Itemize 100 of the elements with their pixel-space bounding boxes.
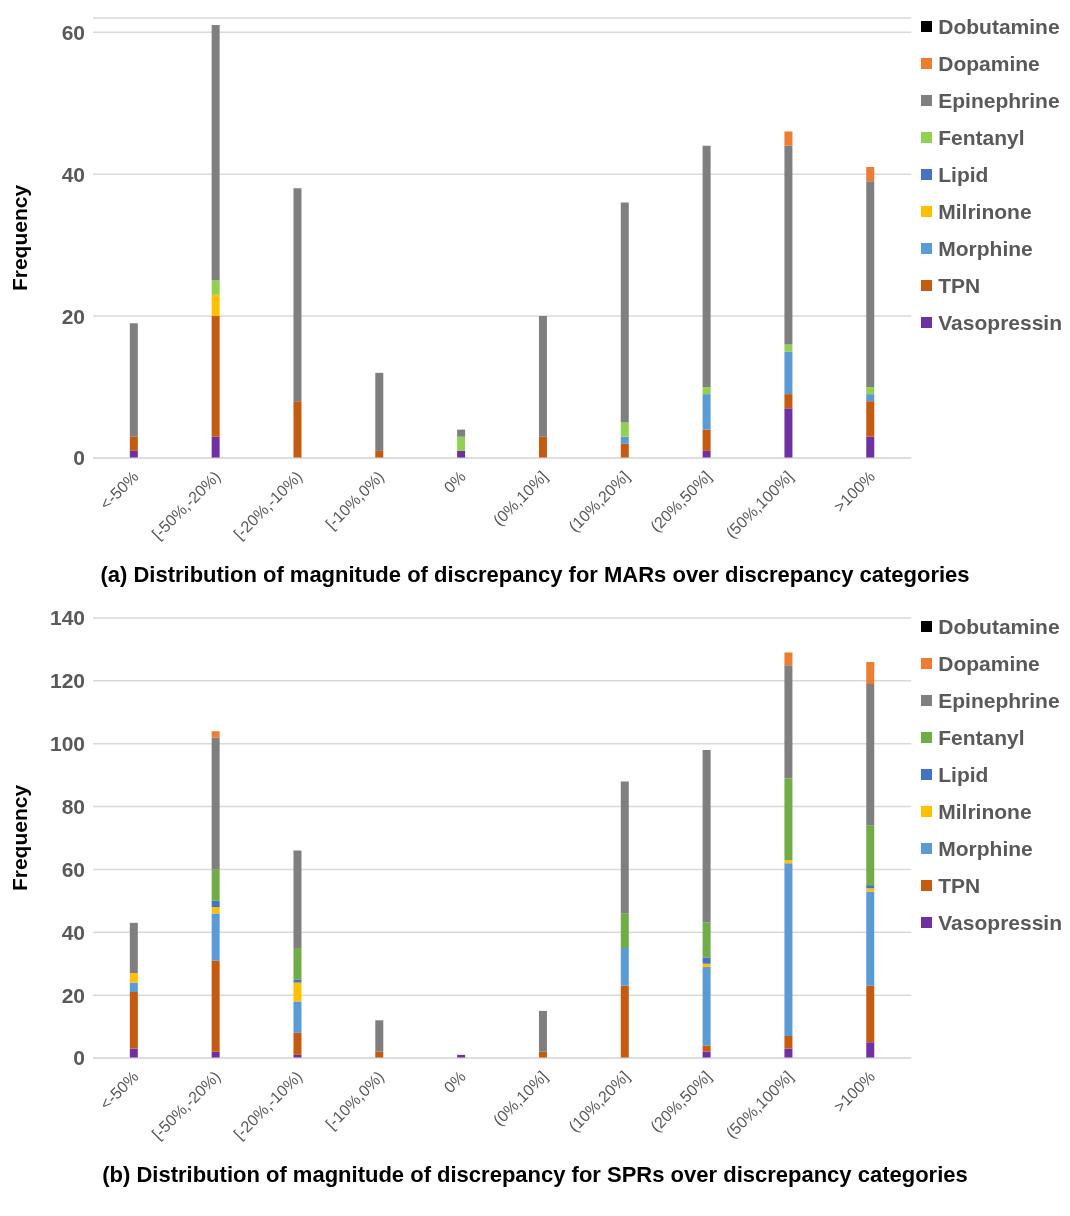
bar — [293, 850, 302, 948]
bar — [784, 1036, 793, 1049]
bar — [866, 891, 875, 986]
bar — [293, 948, 302, 980]
bar — [620, 443, 629, 458]
bar — [784, 131, 793, 146]
bar — [457, 429, 466, 437]
bar — [129, 982, 138, 992]
bar — [538, 316, 547, 437]
legend-label: Lipid — [938, 762, 989, 787]
legend-label: Vasopressin — [938, 310, 1062, 335]
bar — [293, 401, 302, 458]
bar — [702, 750, 711, 923]
bar — [866, 387, 875, 395]
bar — [620, 985, 629, 1058]
y-tick-label: 60 — [61, 857, 85, 881]
bar — [129, 973, 138, 983]
legend-label: Milrinone — [938, 799, 1032, 824]
legend-label: Lipid — [938, 162, 989, 187]
bar — [538, 1010, 547, 1052]
bar — [866, 181, 875, 388]
bar — [784, 394, 793, 409]
bar — [211, 436, 220, 458]
legend-label: TPN — [938, 873, 981, 898]
legend-label: Epinephrine — [938, 88, 1060, 113]
bar — [620, 913, 629, 948]
bar — [620, 436, 629, 444]
bar — [866, 1042, 875, 1058]
bar — [620, 948, 629, 986]
y-tick-label: 20 — [61, 983, 85, 1007]
bar — [702, 429, 711, 451]
bar — [866, 985, 875, 1043]
y-tick-label: 0 — [73, 446, 85, 470]
bar — [784, 351, 793, 395]
bar — [784, 860, 793, 864]
bar — [211, 900, 220, 908]
bar — [620, 781, 629, 914]
bar — [375, 1020, 384, 1052]
bar — [211, 316, 220, 437]
bar — [784, 408, 793, 458]
text: (b) Distribution of magnitude of discrepancy for SPRs over discrepancy categories — [101, 1162, 969, 1188]
x-tick-label: 0% — [440, 1067, 469, 1097]
bar — [375, 372, 384, 451]
y-tick-label: 60 — [61, 20, 85, 44]
bar — [211, 280, 220, 295]
legend-label: Milrinone — [938, 199, 1032, 224]
bar — [211, 25, 220, 281]
bar — [129, 922, 138, 974]
bar — [866, 401, 875, 437]
bar — [620, 422, 629, 437]
bar — [784, 145, 793, 345]
y-tick-label: 140 — [49, 606, 85, 630]
bar — [702, 966, 711, 1046]
bar — [866, 436, 875, 458]
bar — [293, 188, 302, 402]
y-tick-label: 120 — [49, 669, 85, 693]
bar — [211, 907, 220, 914]
legend-label: Morphine — [938, 236, 1033, 261]
legend-label: Dopamine — [938, 651, 1040, 676]
bar — [457, 436, 466, 451]
bar — [866, 825, 875, 886]
legend-label: Morphine — [938, 836, 1033, 861]
bar — [866, 684, 875, 826]
bar — [129, 992, 138, 1049]
bar — [211, 913, 220, 961]
legend-label: Dobutamine — [938, 614, 1060, 639]
bar — [293, 1032, 302, 1055]
y-tick-label: 100 — [49, 732, 85, 756]
bar — [866, 167, 875, 182]
legend-label: Fentanyl — [938, 125, 1025, 150]
bar — [784, 665, 793, 779]
bar — [538, 436, 547, 458]
y-axis-title: Frequency — [8, 184, 32, 292]
y-tick-label: 80 — [61, 795, 85, 819]
legend-label: Fentanyl — [938, 725, 1025, 750]
bar — [702, 145, 711, 388]
y-tick-label: 40 — [61, 920, 85, 944]
bar — [211, 731, 220, 738]
bar — [293, 1001, 302, 1033]
bar — [211, 869, 220, 901]
bar — [702, 922, 711, 958]
bar — [702, 963, 711, 967]
y-axis-title: Frequency — [8, 784, 32, 892]
bar — [702, 1045, 711, 1052]
bar — [620, 202, 629, 423]
bar — [702, 957, 711, 964]
bar — [211, 737, 220, 870]
legend-label: Vasopressin — [938, 910, 1062, 935]
bar — [784, 344, 793, 352]
text: (a) Distribution of magnitude of discrepancy for MARs over discrepancy categories — [99, 562, 971, 588]
bar — [211, 960, 220, 1052]
bar — [293, 982, 302, 1002]
bar — [866, 662, 875, 684]
bar — [784, 778, 793, 860]
bar — [784, 863, 793, 1036]
bar — [866, 394, 875, 402]
legend-label: Dopamine — [938, 51, 1040, 76]
y-tick-label: 40 — [61, 162, 85, 186]
legend-label: TPN — [938, 273, 981, 298]
x-tick-label: 0% — [440, 467, 469, 497]
